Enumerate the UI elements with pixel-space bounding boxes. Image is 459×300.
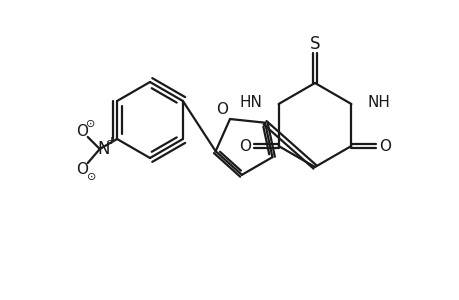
Text: N: N [97,140,110,158]
Text: ⊙: ⊙ [87,172,96,182]
Text: O: O [379,139,391,154]
Text: O: O [238,139,250,154]
Text: +: + [107,136,116,146]
Text: O: O [76,161,88,176]
Text: HN: HN [239,94,262,110]
Text: NH: NH [367,94,389,110]
Text: ⊙: ⊙ [86,119,95,129]
Text: S: S [309,35,319,53]
Text: O: O [216,101,228,116]
Text: O: O [76,124,88,139]
